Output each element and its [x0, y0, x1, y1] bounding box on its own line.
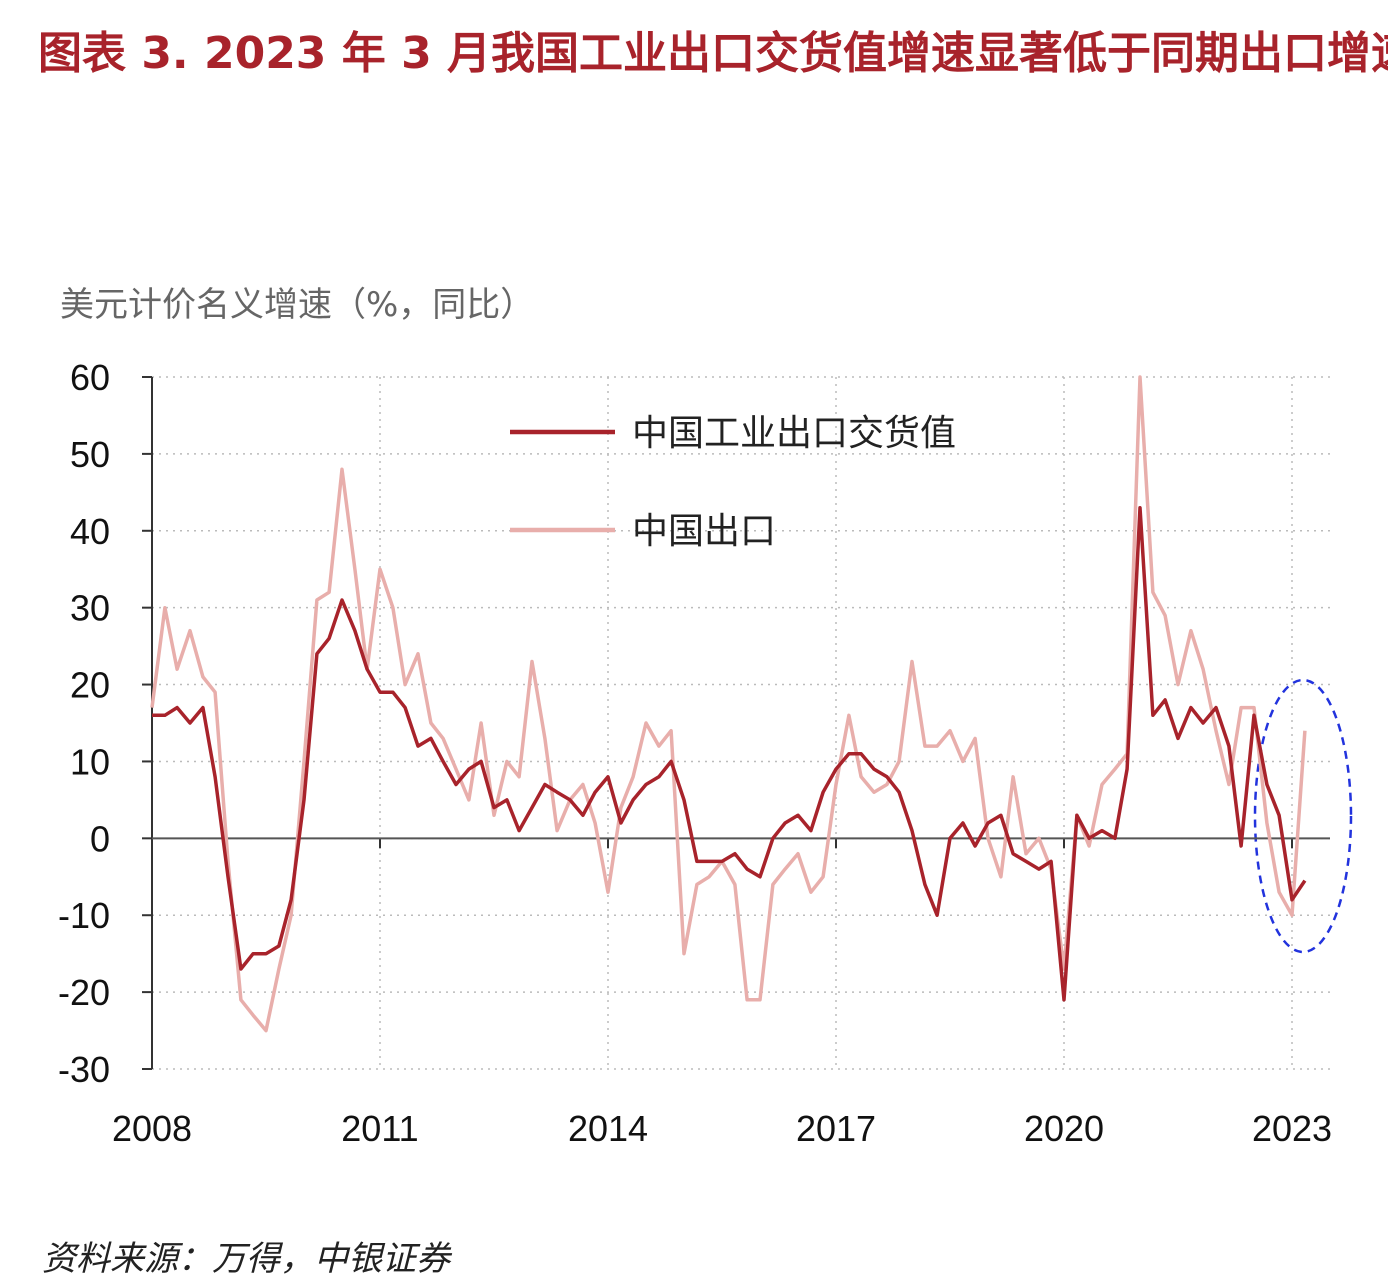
y-tick-label: 10 — [70, 741, 110, 782]
chart-title: 图表 3. 2023 年 3 月我国工业出口交货值增速显著低于同期出口增速 — [38, 28, 1388, 79]
line — [150, 375, 1307, 1033]
legend-label: 中国出口 — [632, 511, 776, 552]
x-tick-label: 2017 — [796, 1108, 876, 1149]
highlight-ellipse — [1253, 678, 1353, 954]
x-tick-label: 2008 — [112, 1108, 192, 1149]
y-tick-label: 20 — [70, 665, 110, 706]
x-tick-label: 2023 — [1252, 1108, 1332, 1149]
y-tick-label: 60 — [70, 357, 110, 398]
y-tick-label: -10 — [58, 895, 110, 936]
series-1 — [150, 375, 1307, 1033]
y-tick-label: -20 — [58, 972, 110, 1013]
y-tick-label: 0 — [90, 818, 110, 859]
line — [152, 505, 1307, 1002]
x-tick-label: 2020 — [1024, 1108, 1104, 1149]
source: 资料来源：万得，中银证券 — [42, 1239, 453, 1279]
y-axis-label: 美元计价名义增速（%，同比） — [60, 285, 534, 325]
legend-label: 中国工业出口交货值 — [632, 413, 956, 454]
y-tick-label: 40 — [70, 511, 110, 552]
y-tick-label: 50 — [70, 434, 110, 475]
x-tick-label: 2014 — [568, 1108, 648, 1149]
x-tick-label: 2011 — [341, 1108, 418, 1149]
y-tick-label: -30 — [58, 1049, 110, 1090]
y-tick-label: 30 — [70, 588, 110, 629]
series-0 — [152, 505, 1307, 1002]
